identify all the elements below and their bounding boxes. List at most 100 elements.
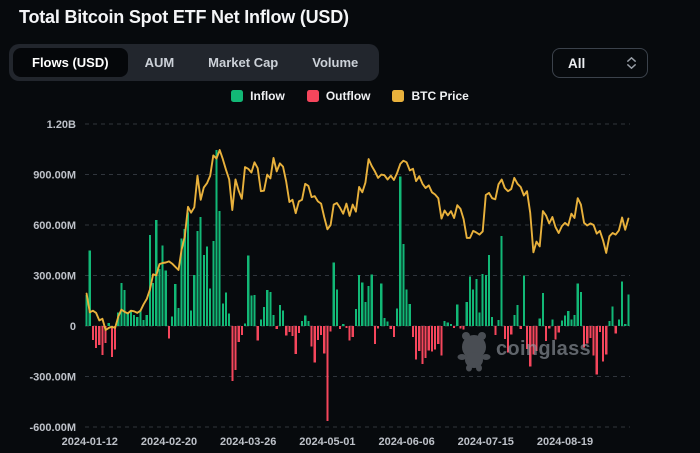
flow-bar (449, 323, 453, 326)
flow-bar (212, 240, 215, 326)
flow-bar (313, 326, 316, 363)
flow-bar (516, 305, 519, 326)
flow-bar (443, 320, 446, 326)
flow-bar (167, 326, 171, 339)
flow-bar (120, 283, 123, 326)
flow-bar (430, 326, 434, 352)
time-range-select[interactable]: All (552, 48, 648, 78)
flow-bar (573, 315, 576, 326)
page-title: Total Bitcoin Spot ETF Net Inflow (USD) (19, 7, 349, 27)
flow-bar (345, 326, 348, 328)
flow-bar (456, 304, 459, 326)
legend-label: Outflow (325, 89, 371, 103)
flow-bar (557, 326, 560, 333)
tab-volume[interactable]: Volume (312, 55, 359, 70)
flow-bar (532, 326, 535, 355)
flow-bar (402, 243, 405, 326)
flow-bar (497, 319, 500, 326)
flow-bar (209, 288, 212, 326)
flow-bar (101, 326, 104, 355)
tab-flows-usd[interactable]: Flows (USD) (13, 48, 128, 77)
flow-bar (275, 326, 278, 330)
flow-bar (196, 231, 199, 326)
flow-bar (228, 313, 231, 326)
svg-text:2024-03-26: 2024-03-26 (220, 436, 276, 448)
flow-bar (247, 255, 250, 326)
flow-bar (605, 326, 608, 355)
flow-bar (266, 290, 269, 326)
flow-bar (95, 326, 98, 349)
inflow-swatch-icon (231, 90, 244, 102)
flow-bar (383, 317, 386, 326)
svg-text:1.20B: 1.20B (47, 119, 76, 131)
flow-bar (424, 326, 427, 358)
flow-bar (326, 326, 329, 421)
flow-bar (180, 238, 183, 326)
flow-bar (510, 326, 513, 335)
flow-bar (554, 326, 557, 340)
flow-bar (535, 326, 538, 352)
flow-bar (576, 283, 579, 326)
flow-bar (259, 319, 262, 326)
flow-bar (88, 250, 91, 326)
svg-text:2024-06-06: 2024-06-06 (378, 436, 434, 448)
flow-bar (177, 307, 180, 326)
flow-bar (85, 294, 88, 326)
flow-bar (405, 289, 408, 326)
flow-bar (288, 326, 291, 333)
flow-bar (91, 326, 94, 340)
flow-bar (297, 326, 300, 334)
flow-bar (148, 234, 152, 326)
tab-market-cap[interactable]: Market Cap (208, 55, 279, 70)
flow-bar (237, 326, 240, 342)
flow-bar (582, 326, 586, 348)
svg-text:-300.00M: -300.00M (30, 371, 76, 383)
flow-bar (487, 254, 491, 326)
flow-bar (586, 326, 589, 344)
time-range-value: All (568, 55, 586, 71)
flow-bar (193, 275, 196, 326)
svg-text:900.00M: 900.00M (33, 170, 76, 182)
legend-item-outflow[interactable]: Outflow (306, 89, 371, 103)
flow-bar (243, 323, 247, 326)
flow-bar (262, 306, 266, 326)
flow-bar (281, 310, 285, 326)
flow-bar (503, 326, 506, 340)
flow-bar (544, 326, 548, 342)
flow-bar (114, 326, 117, 350)
flow-bar (392, 326, 396, 337)
flow-bar (205, 246, 209, 326)
flow-bar (342, 324, 345, 326)
flow-bar (396, 308, 399, 326)
flow-bar (316, 326, 319, 341)
coinglass-watermark: coinglass (496, 338, 591, 360)
flow-bar (186, 212, 190, 326)
coinglass-logo-icon (457, 332, 491, 372)
flow-bar (621, 281, 624, 326)
flow-bar (611, 306, 614, 326)
flow-bar (294, 326, 297, 354)
flow-bar (567, 311, 570, 326)
flow-bar (427, 326, 430, 351)
flow-bar (377, 326, 380, 329)
flow-bar (551, 319, 554, 326)
tab-aum[interactable]: AUM (144, 55, 175, 70)
flow-bar (484, 275, 487, 326)
flow-bar (332, 262, 335, 326)
flow-bar (513, 314, 516, 326)
legend-item-inflow[interactable]: Inflow (231, 89, 285, 103)
flow-bar (560, 320, 563, 326)
flow-bar (129, 310, 133, 326)
flow-bar (300, 320, 304, 326)
flow-bar (415, 326, 418, 360)
flow-bar (475, 279, 478, 326)
legend-item-btc-price[interactable]: BTC Price (392, 89, 469, 103)
flow-bar (269, 291, 272, 326)
flow-bar (491, 317, 494, 326)
flow-bar (231, 326, 234, 381)
flow-bar (529, 326, 532, 367)
flow-bar (617, 319, 620, 326)
flow-bar (164, 270, 167, 326)
flow-bar (468, 276, 472, 326)
flow-bar (253, 295, 256, 326)
